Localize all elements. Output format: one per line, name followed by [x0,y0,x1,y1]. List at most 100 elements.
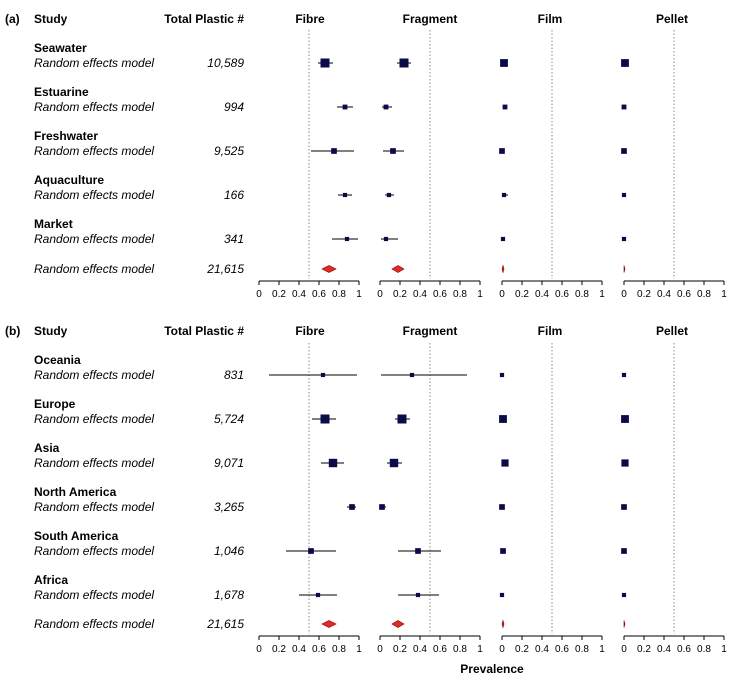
overall-model-label: Random effects model [34,262,154,276]
estimate-square [499,415,507,423]
x-tick-label: 0.6 [677,644,691,655]
total-plastic-value: 341 [224,232,244,246]
total-plastic-value: 1,046 [214,544,244,558]
estimate-square [320,372,326,378]
group-name: Oceania [34,353,81,367]
overall-diamond [391,265,405,273]
x-tick-label: 0 [377,644,383,655]
overall-diamond [321,265,337,273]
group-name: Aquaculture [34,173,104,187]
estimate-square [621,148,627,154]
estimate-square [621,504,627,510]
estimate-square [621,372,627,378]
header-study: Study [34,12,68,26]
estimate-square [320,58,330,68]
model-label: Random effects model [34,368,154,382]
estimate-square [383,236,389,242]
overall-total-value: 21,615 [206,262,244,276]
total-plastic-value: 831 [224,368,244,382]
total-plastic-value: 1,678 [214,588,244,602]
group-name: Estuarine [34,85,89,99]
header-total-plastic: Total Plastic # [164,324,244,338]
x-tick-label: 0.2 [515,644,529,655]
estimate-square [397,414,407,424]
group-name: South America [34,529,119,543]
overall-diamond [623,265,626,273]
estimate-square [501,192,507,198]
estimate-square [621,59,629,67]
x-tick-label: 0.2 [393,289,407,300]
estimate-square [320,414,330,424]
total-plastic-value: 10,589 [207,56,244,70]
estimate-square [499,372,505,378]
overall-diamond [501,264,505,274]
estimate-square [415,592,421,598]
total-plastic-value: 994 [224,100,244,114]
estimate-square [386,192,392,198]
estimate-square [500,548,506,554]
group-name: Seawater [34,41,87,55]
total-plastic-value: 3,265 [214,500,244,514]
group-name: Europe [34,397,76,411]
estimate-square [331,148,337,154]
model-label: Random effects model [34,188,154,202]
estimate-square [621,548,627,554]
estimate-square [344,236,350,242]
header-fibre: Fibre [295,324,325,338]
model-label: Random effects model [34,56,154,70]
model-label: Random effects model [34,144,154,158]
header-film: Film [538,12,563,26]
x-tick-label: 0 [499,644,505,655]
x-axis-label: Prevalence [460,662,524,676]
header-fragment: Fragment [403,324,458,338]
overall-total-value: 21,615 [206,617,244,631]
estimate-square [315,592,321,598]
x-tick-label: 0.2 [637,289,651,300]
x-tick-label: 1 [356,644,362,655]
estimate-square [342,192,348,198]
x-tick-label: 0.2 [272,289,286,300]
group-name: Asia [34,441,60,455]
header-total-plastic: Total Plastic # [164,12,244,26]
x-tick-label: 0 [499,289,505,300]
overall-diamond [623,620,626,628]
x-tick-label: 0.8 [697,289,711,300]
x-tick-label: 0 [256,289,262,300]
estimate-square [621,592,627,598]
x-tick-label: 0.4 [413,289,427,300]
panel-label: (a) [5,12,20,26]
x-tick-label: 0.2 [393,644,407,655]
model-label: Random effects model [34,100,154,114]
x-tick-label: 1 [599,289,605,300]
estimate-square [621,415,629,423]
estimate-square [621,192,627,198]
overall-diamond [391,620,405,628]
estimate-square [389,458,399,468]
estimate-square [415,548,421,554]
x-tick-label: 1 [356,289,362,300]
total-plastic-value: 9,071 [214,456,244,470]
estimate-square [499,148,505,154]
total-plastic-value: 166 [224,188,244,202]
group-name: Freshwater [34,129,98,143]
x-tick-label: 0.2 [272,644,286,655]
x-tick-label: 0 [621,289,627,300]
estimate-square [499,592,505,598]
estimate-square [328,458,338,468]
x-tick-label: 0.8 [453,289,467,300]
x-tick-label: 0.8 [332,289,346,300]
model-label: Random effects model [34,588,154,602]
x-tick-label: 0.4 [657,644,671,655]
estimate-square [383,104,389,110]
panel-label: (b) [5,324,20,338]
x-tick-label: 0.4 [535,644,549,655]
group-name: Africa [34,573,68,587]
header-film: Film [538,324,563,338]
x-tick-label: 0.8 [453,644,467,655]
x-tick-label: 0.8 [575,644,589,655]
x-tick-label: 0.6 [555,644,569,655]
header-study: Study [34,324,68,338]
model-label: Random effects model [34,456,154,470]
x-tick-label: 0.8 [575,289,589,300]
estimate-square [399,58,409,68]
